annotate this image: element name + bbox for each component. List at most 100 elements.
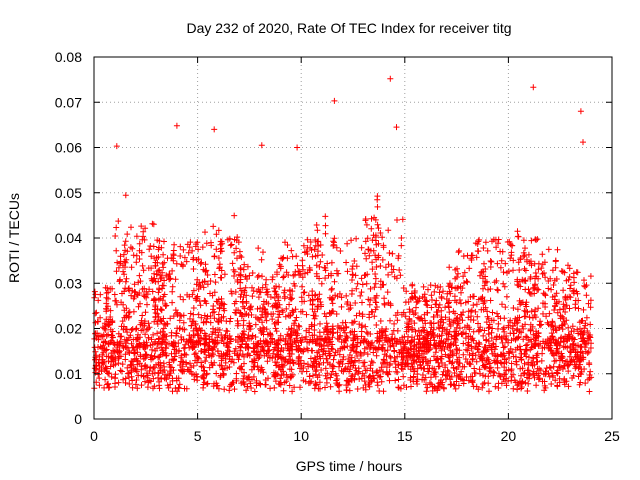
data-point: [508, 367, 515, 374]
data-point: [482, 239, 489, 246]
data-point: [118, 368, 125, 375]
data-point: [105, 322, 112, 329]
data-point: [201, 379, 208, 386]
data-point: [489, 350, 496, 357]
data-point: [139, 262, 146, 269]
data-point: [302, 249, 308, 256]
data-point: [556, 306, 563, 313]
data-point: [493, 244, 500, 251]
data-point: [209, 331, 216, 338]
data-point: [147, 243, 154, 249]
data-point: [170, 313, 177, 320]
data-point: [110, 358, 117, 365]
data-point: [573, 358, 580, 365]
data-point: [336, 381, 343, 388]
data-point: [178, 313, 185, 320]
data-point: [582, 283, 589, 290]
data-point: [528, 290, 535, 297]
data-point: [286, 288, 293, 295]
data-point: [379, 234, 386, 241]
data-point: [150, 375, 157, 382]
data-point: [308, 247, 315, 253]
data-point: [458, 289, 464, 296]
data-point: [122, 351, 129, 358]
data-point: [357, 339, 364, 346]
data-point: [488, 329, 495, 336]
data-point: [550, 326, 557, 333]
data-point: [242, 273, 249, 280]
data-point: [215, 255, 222, 261]
data-point: [103, 346, 110, 353]
data-point: [485, 286, 491, 293]
data-point: [219, 366, 226, 372]
data-point: [524, 388, 531, 394]
data-point: [234, 277, 241, 283]
data-point: [202, 341, 209, 348]
data-point: [154, 330, 161, 337]
data-point: [322, 384, 328, 391]
data-point: [358, 275, 365, 282]
data-point: [523, 299, 530, 306]
data-point: [194, 276, 201, 283]
data-point: [334, 293, 341, 300]
data-point: [170, 252, 177, 259]
data-point: [565, 324, 572, 331]
data-point: [300, 377, 307, 384]
data-point: [494, 260, 501, 267]
data-point: [580, 330, 587, 336]
data-point: [401, 343, 408, 350]
data-point: [396, 349, 403, 356]
data-point: [520, 253, 527, 260]
data-point: [403, 384, 410, 391]
data-point: [122, 238, 129, 245]
data-point: [475, 320, 481, 327]
data-point: [449, 359, 456, 366]
data-point: [454, 356, 461, 363]
data-point: [376, 367, 383, 374]
data-point: [91, 288, 98, 295]
data-point: [333, 311, 340, 317]
data-point: [102, 376, 109, 383]
data-point: [211, 343, 218, 350]
data-point: [218, 248, 225, 255]
data-point: [255, 286, 262, 293]
data-point: [149, 341, 156, 348]
data-point: [499, 339, 506, 346]
data-point: [289, 307, 296, 314]
data-point: [300, 348, 307, 355]
data-point: [490, 372, 497, 379]
data-point: [456, 360, 463, 367]
data-point: [102, 347, 109, 354]
data-point: [513, 358, 519, 365]
data-point: [359, 281, 366, 288]
data-point: [455, 249, 462, 256]
data-point: [128, 224, 134, 231]
data-point: [349, 271, 356, 278]
data-point: [246, 376, 253, 383]
data-point: [218, 362, 225, 369]
data-point: [528, 237, 535, 244]
data-point: [333, 380, 340, 387]
data-point: [316, 275, 323, 282]
data-point: [497, 315, 504, 322]
data-point: [294, 144, 301, 151]
data-point: [510, 267, 516, 274]
data-point: [167, 315, 174, 322]
data-point: [177, 253, 184, 259]
data-point: [520, 336, 527, 343]
data-point: [459, 317, 466, 324]
data-point: [359, 311, 366, 318]
data-point: [299, 262, 306, 269]
data-point: [260, 249, 266, 256]
data-point: [363, 255, 370, 262]
data-point: [137, 300, 143, 307]
data-point: [409, 307, 416, 314]
data-point: [138, 317, 145, 324]
data-point: [365, 374, 372, 381]
data-point: [194, 359, 200, 366]
data-point: [586, 333, 593, 340]
data-point: [536, 375, 543, 382]
data-point: [169, 267, 176, 274]
data-point: [535, 266, 542, 273]
data-point: [132, 381, 139, 388]
